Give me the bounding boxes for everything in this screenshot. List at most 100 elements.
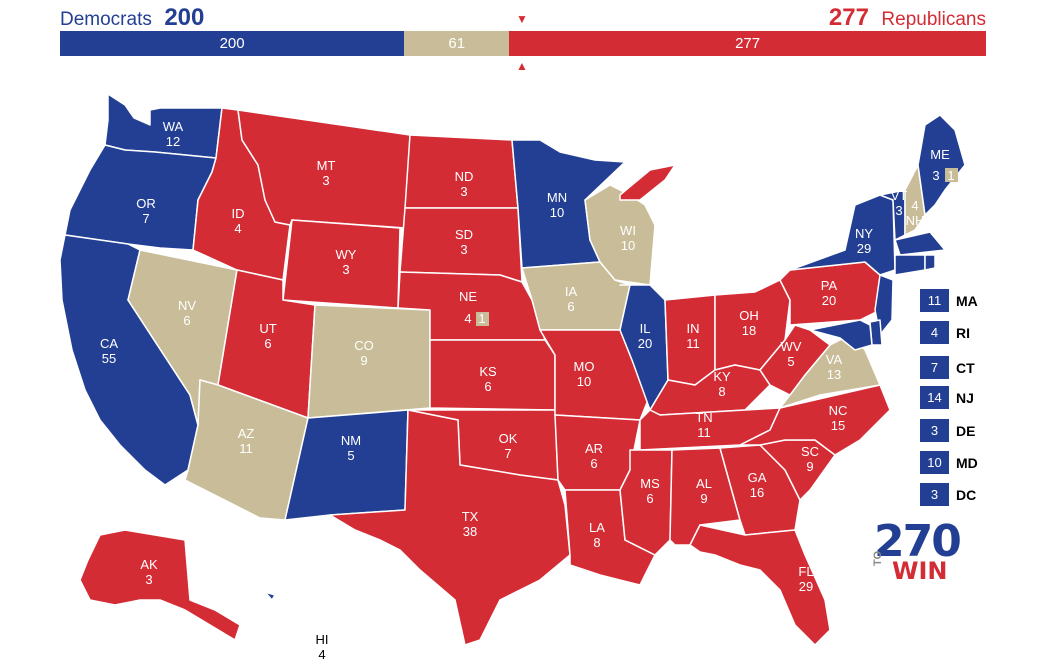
state-vt[interactable] <box>879 189 906 241</box>
ev-tn: 11 <box>697 425 711 440</box>
threshold-marker-bottom: ▲ <box>516 59 528 73</box>
state-ma[interactable] <box>894 231 946 256</box>
dem-bar-segment: 200 <box>60 31 405 56</box>
small-state-dc[interactable]: 3 DC <box>920 483 976 506</box>
label-ok: OK <box>499 431 518 446</box>
ev-in: 11 <box>686 336 700 351</box>
ev-sc: 9 <box>806 459 813 474</box>
small-state-de[interactable]: 3 DE <box>920 419 975 442</box>
republicans-header: 277 Republicans <box>829 4 986 32</box>
small-state-ct[interactable]: 7 CT <box>920 356 975 379</box>
label-wv: WV <box>781 339 802 354</box>
label-il: IL <box>640 321 651 336</box>
state-ak[interactable] <box>79 529 241 641</box>
ev-ut: 6 <box>264 336 271 351</box>
ev-ca: 55 <box>102 351 116 366</box>
label-pa: PA <box>821 278 838 293</box>
label-co: CO <box>354 338 374 353</box>
small-state-md[interactable]: 10 MD <box>920 451 978 474</box>
state-wv[interactable] <box>759 324 831 396</box>
ne-split-box <box>476 312 489 326</box>
state-me[interactable] <box>917 114 966 216</box>
ev-fl: 29 <box>799 579 813 594</box>
ma-abbr: MA <box>956 292 978 309</box>
state-ny[interactable] <box>789 194 896 276</box>
ev-sd: 3 <box>460 242 467 257</box>
democrats-label: Democrats <box>60 9 152 30</box>
ma-ev-box: 11 <box>920 289 949 312</box>
ev-la: 8 <box>593 535 600 550</box>
ev-me: 3 <box>932 168 939 183</box>
label-oh: OH <box>739 308 759 323</box>
ev-wy: 3 <box>342 262 349 277</box>
label-wa: WA <box>163 119 184 134</box>
small-state-ma[interactable]: 11 MA <box>920 289 978 312</box>
state-mi[interactable] <box>619 164 676 201</box>
ev-ga: 16 <box>750 485 764 500</box>
ev-oh: 18 <box>742 323 756 338</box>
logo-to: TO <box>872 550 884 566</box>
ev-hi: 4 <box>318 647 325 662</box>
state-tx[interactable] <box>329 409 571 646</box>
270-to-win-logo[interactable]: 270 TO WIN <box>872 516 962 586</box>
state-nc[interactable] <box>739 384 891 456</box>
ev-ky: 8 <box>718 384 725 399</box>
ev-wv: 5 <box>787 354 794 369</box>
tossup-bar-segment: 61 <box>404 31 510 56</box>
label-ky: KY <box>713 369 731 384</box>
label-ca: CA <box>100 336 118 351</box>
label-va: VA <box>826 352 843 367</box>
de-abbr: DE <box>956 422 976 439</box>
ev-mt: 3 <box>322 173 329 188</box>
state-ct[interactable] <box>894 254 926 276</box>
ev-mi: 16 <box>702 260 716 275</box>
label-mi: MI <box>702 245 716 260</box>
ev-wi: 10 <box>621 238 635 253</box>
label-ia: IA <box>565 284 578 299</box>
label-ne: NE <box>459 289 477 304</box>
logo-win: WIN <box>892 557 948 585</box>
ev-mo: 10 <box>577 374 591 389</box>
state-labels: WA 12 OR 7 CA 55 ID 4 NV 6 MT 3 WY 3 UT … <box>100 119 958 662</box>
ev-mn: 10 <box>550 205 564 220</box>
label-id: ID <box>232 206 245 221</box>
label-tn: TN <box>695 410 712 425</box>
label-or: OR <box>136 196 156 211</box>
state-co[interactable] <box>307 304 431 419</box>
ev-or: 7 <box>142 211 149 226</box>
ri-abbr: RI <box>956 324 970 341</box>
ev-nc: 15 <box>831 418 845 433</box>
ev-ok: 7 <box>504 446 511 461</box>
ev-vt: 3 <box>895 203 902 218</box>
ev-ks: 6 <box>484 379 491 394</box>
state-md[interactable] <box>809 319 873 351</box>
small-state-nj[interactable]: 14 NJ <box>920 386 974 409</box>
label-in: IN <box>687 321 700 336</box>
ev-nm: 5 <box>347 448 354 463</box>
ev-il: 20 <box>638 336 652 351</box>
ev-nh: 4 <box>911 198 918 213</box>
small-state-ri[interactable]: 4 RI <box>920 321 970 344</box>
label-ms: MS <box>640 476 660 491</box>
md-ev-box: 10 <box>920 451 949 474</box>
threshold-marker-top: ▼ <box>516 12 528 26</box>
me-split: 1 <box>947 168 954 183</box>
label-sc: SC <box>801 444 819 459</box>
state-hi[interactable] <box>264 591 276 601</box>
md-abbr: MD <box>956 454 978 471</box>
ev-nd: 3 <box>460 184 467 199</box>
democrats-header: Democrats 200 <box>60 4 204 32</box>
label-ut: UT <box>259 321 276 336</box>
label-wi: WI <box>620 223 636 238</box>
ev-id: 4 <box>234 221 241 236</box>
democrats-total: 200 <box>164 4 205 31</box>
state-fl[interactable] <box>689 524 831 646</box>
state-wi[interactable] <box>584 184 656 286</box>
ev-ms: 6 <box>646 491 653 506</box>
label-ak: AK <box>140 557 158 572</box>
label-nc: NC <box>829 403 848 418</box>
label-wy: WY <box>336 247 357 262</box>
state-ri[interactable] <box>924 254 936 271</box>
ev-ny: 29 <box>857 241 871 256</box>
